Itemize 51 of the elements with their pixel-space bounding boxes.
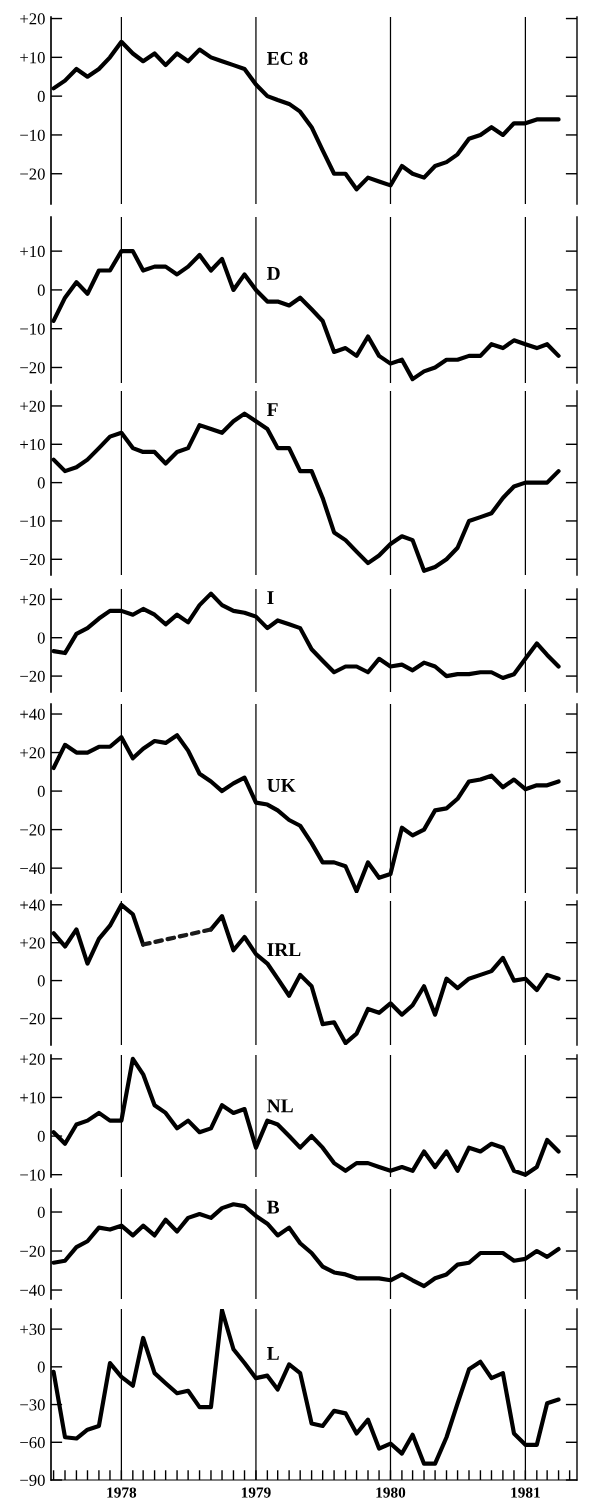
y-tick-label: 0 (37, 1206, 45, 1218)
y-tick-label: +10 (20, 52, 45, 64)
y-tick-label: −10 (20, 129, 45, 141)
y-tick-label: +20 (20, 13, 45, 25)
y-tick-label: +10 (20, 438, 45, 451)
y-tick-label: −20 (20, 553, 45, 566)
chart-title: B (266, 1200, 280, 1214)
text: IRL (267, 943, 301, 957)
x-tick-label: 1978 (107, 1487, 137, 1498)
text: UK (267, 779, 296, 793)
y-tick-label: 0 (37, 1130, 45, 1143)
y-tick-label: +10 (20, 245, 45, 258)
y-tick-label: −20 (20, 670, 45, 683)
y-tick-label: −10 (20, 515, 45, 527)
text: EC 8 (266, 51, 308, 65)
y-tick-label: +30 (20, 1323, 45, 1336)
y-tick-label: −40 (20, 1284, 45, 1296)
x-tick-label: 1980 (376, 1487, 406, 1498)
y-tick-label: +20 (20, 400, 45, 412)
text: D (267, 267, 280, 280)
y-tick-label: +40 (20, 899, 45, 911)
y-tick-label: 0 (37, 284, 45, 296)
y-tick-label: −60 (20, 1436, 45, 1449)
y-tick-label: −10 (20, 323, 45, 335)
y-tick-label: −20 (20, 1013, 45, 1025)
y-tick-label: 0 (37, 632, 45, 644)
y-tick-label: 0 (37, 975, 45, 987)
chart-title: F (266, 403, 278, 416)
y-tick-label: −20 (20, 824, 45, 836)
y-tick-label: −20 (20, 362, 45, 374)
chart-title: I (267, 591, 274, 604)
y-tick-label: 0 (37, 477, 45, 489)
y-tick-label: +20 (20, 747, 45, 759)
x-tick-label: 1979 (241, 1487, 271, 1498)
y-tick-label: −30 (20, 1399, 45, 1411)
y-tick-label: +20 (20, 1053, 45, 1065)
y-tick-label: −20 (20, 1245, 45, 1257)
y-tick-label: +10 (20, 1092, 45, 1104)
text: L (266, 1347, 279, 1360)
y-tick-label: 0 (37, 90, 45, 103)
y-tick-label: −40 (20, 862, 45, 875)
text: NL (267, 1099, 293, 1113)
y-tick-label: +40 (20, 708, 45, 720)
y-tick-label: −90 (20, 1474, 45, 1486)
y-tick-label: −20 (20, 168, 45, 180)
y-tick-label: −10 (20, 1169, 45, 1181)
x-tick-label: 1981 (511, 1487, 540, 1498)
y-tick-label: 0 (37, 1361, 45, 1373)
y-tick-label: 0 (37, 785, 45, 798)
y-tick-label: +20 (20, 937, 45, 949)
y-tick-label: +20 (20, 594, 45, 606)
